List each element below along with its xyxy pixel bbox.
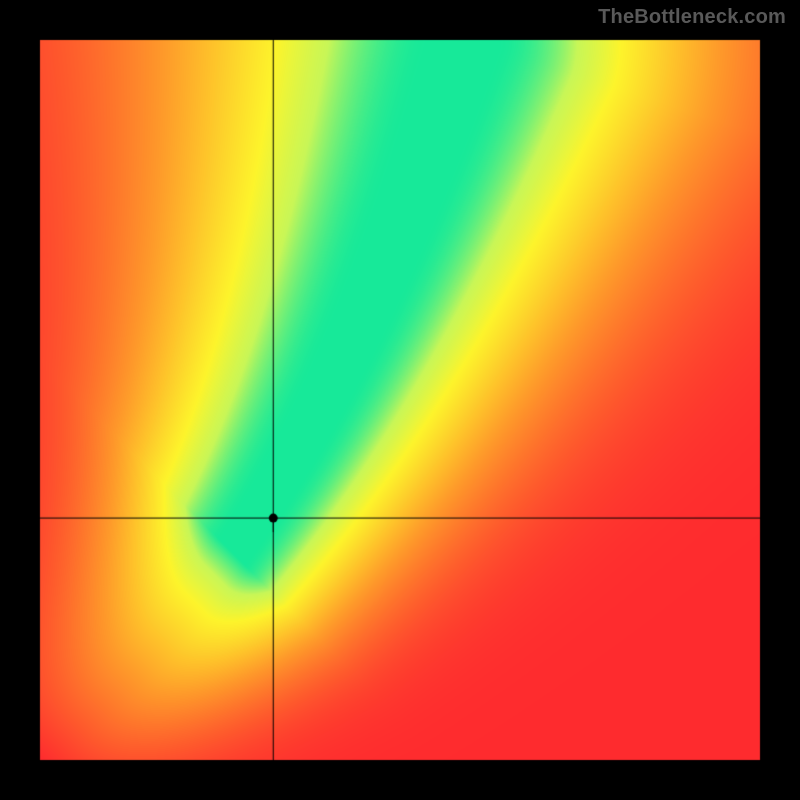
bottleneck-heatmap: [0, 0, 800, 800]
watermark-label: TheBottleneck.com: [598, 6, 786, 29]
